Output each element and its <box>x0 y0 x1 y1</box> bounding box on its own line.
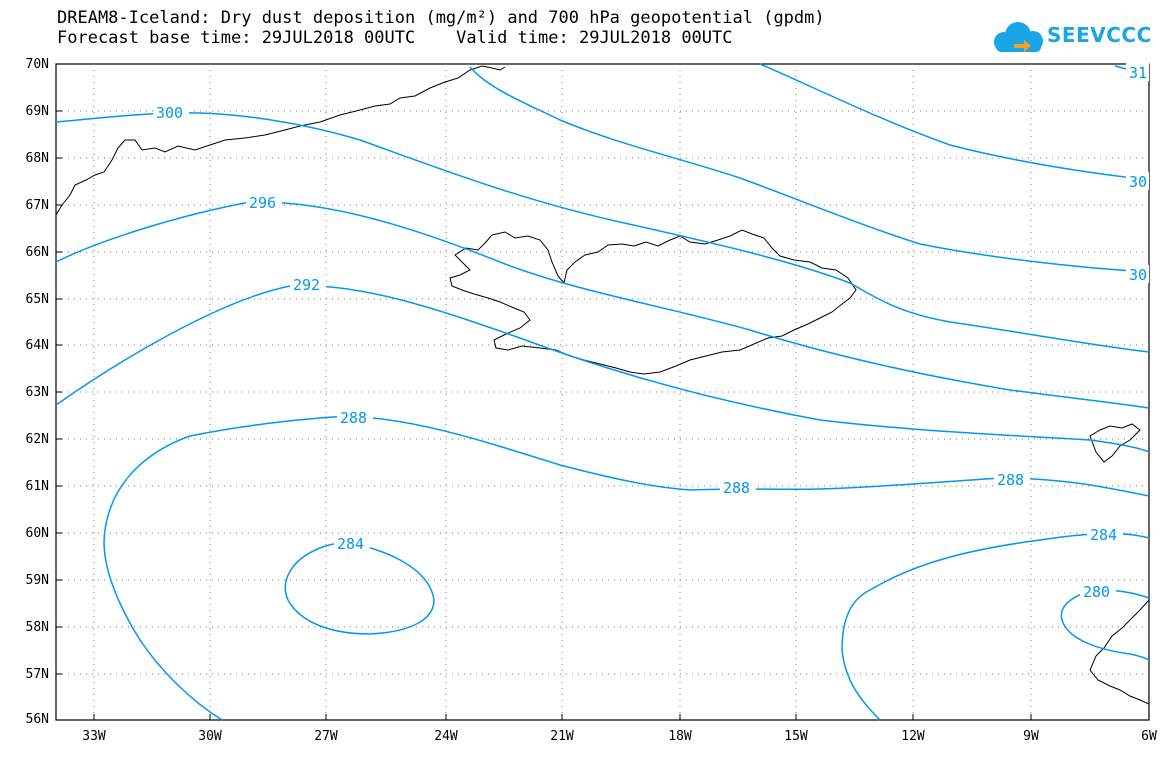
seevccc-logo <box>994 22 1043 52</box>
lat-label: 70N <box>25 57 49 72</box>
lat-label: 64N <box>25 338 49 353</box>
lat-label: 56N <box>25 712 49 727</box>
contour-288 <box>103 415 1150 721</box>
iceland-coast <box>449 229 857 375</box>
lat-label: 60N <box>25 526 49 541</box>
contour-308 <box>759 63 1150 181</box>
contour-label-288-west: 288 <box>340 409 367 427</box>
lon-label: 12W <box>901 729 925 744</box>
contour-label-edge-30-lower: 30 <box>1129 266 1147 284</box>
contour-label-292: 292 <box>293 276 320 294</box>
lon-label: 27W <box>314 729 338 744</box>
lat-label: 65N <box>25 292 49 307</box>
lat-label: 62N <box>25 432 49 447</box>
coastlines <box>55 65 1150 705</box>
lat-label: 66N <box>25 245 49 260</box>
map-title: DREAM8-Iceland: Dry dust deposition (mg/… <box>57 8 825 28</box>
lon-label: 15W <box>784 729 808 744</box>
geopotential-contours <box>55 63 1150 721</box>
contour-labels: 300 296 292 288 288 288 284 284 280 31 3… <box>153 63 1149 601</box>
lat-label: 69N <box>25 104 49 119</box>
lon-label: 21W <box>550 729 574 744</box>
lon-label: 24W <box>434 729 458 744</box>
axis-ticks <box>56 110 1032 720</box>
logo-text: SEEVCCC <box>1047 23 1152 47</box>
graticule <box>56 64 1149 720</box>
lon-label: 30W <box>198 729 222 744</box>
contour-292 <box>55 284 1150 453</box>
greenland-coast <box>55 65 506 216</box>
contour-304 <box>469 66 1150 273</box>
lat-label: 63N <box>25 385 49 400</box>
contour-label-280: 280 <box>1083 583 1110 601</box>
lon-label: 33W <box>82 729 106 744</box>
contour-label-edge-31: 31 <box>1129 64 1147 82</box>
faroe-coast <box>1089 423 1141 463</box>
map-subtitle: Forecast base time: 29JUL2018 00UTC Vali… <box>57 28 733 48</box>
lat-label: 58N <box>25 620 49 635</box>
contour-label-284-east: 284 <box>1090 526 1117 544</box>
contour-296 <box>55 201 1150 409</box>
contour-label-288-center: 288 <box>723 479 750 497</box>
contour-label-284-closed: 284 <box>337 535 364 553</box>
lat-label: 57N <box>25 667 49 682</box>
contour-label-300: 300 <box>156 104 183 122</box>
lat-label: 67N <box>25 198 49 213</box>
scotland-coast <box>1089 599 1150 705</box>
contour-label-296: 296 <box>249 194 276 212</box>
lon-label: 9W <box>1023 729 1039 744</box>
contour-284-closed <box>284 541 435 635</box>
contour-284-east <box>841 532 1150 721</box>
contour-280 <box>1060 589 1150 661</box>
contour-label-288-east: 288 <box>997 471 1024 489</box>
lat-label: 61N <box>25 479 49 494</box>
contour-label-edge-30-upper: 30 <box>1129 173 1147 191</box>
lon-label: 6W <box>1141 729 1157 744</box>
lat-label: 68N <box>25 151 49 166</box>
lon-label: 18W <box>668 729 692 744</box>
lat-label: 59N <box>25 573 49 588</box>
contour-300 <box>55 112 1150 353</box>
cloud-arrow-icon <box>994 22 1043 52</box>
